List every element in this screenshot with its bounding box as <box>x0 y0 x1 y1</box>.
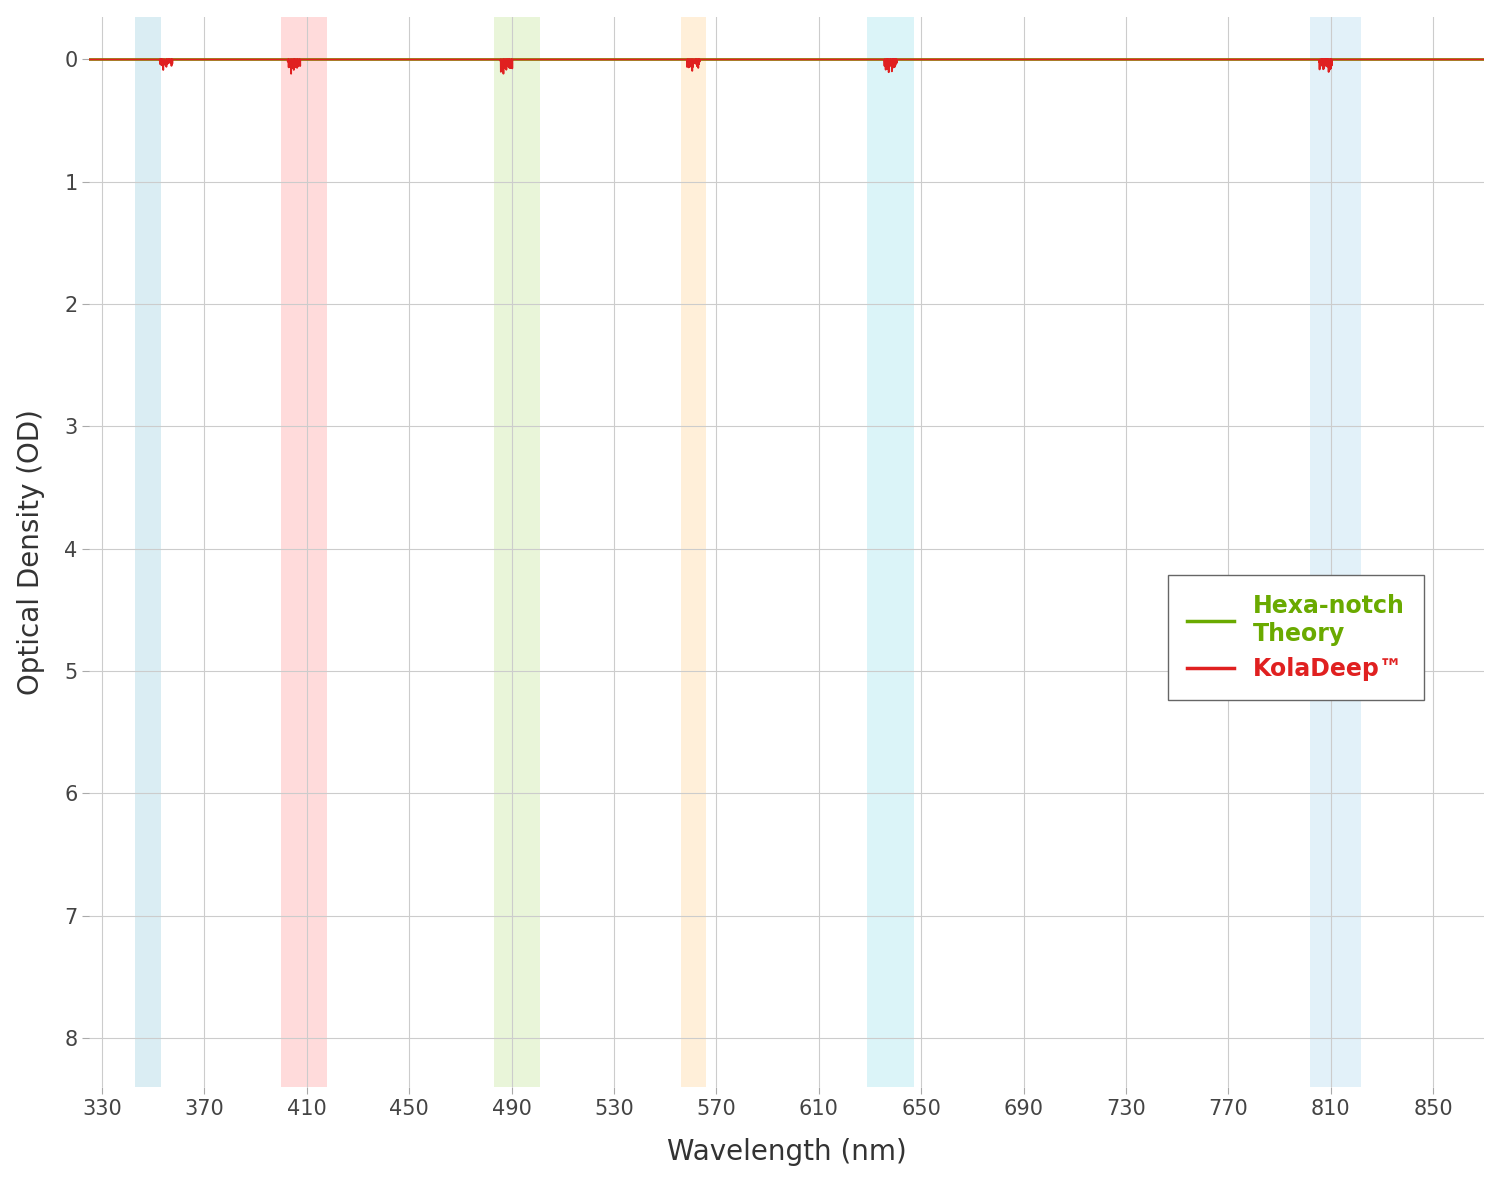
Bar <box>680 17 705 1087</box>
Legend: Hexa-notch
Theory, KolaDeep™: Hexa-notch Theory, KolaDeep™ <box>1168 575 1424 700</box>
Bar <box>1310 17 1361 1087</box>
Bar <box>494 17 540 1087</box>
Y-axis label: Optical Density (OD): Optical Density (OD) <box>17 409 45 694</box>
Bar <box>135 17 161 1087</box>
Bar <box>868 17 914 1087</box>
Bar <box>281 17 327 1087</box>
X-axis label: Wavelength (nm): Wavelength (nm) <box>666 1138 907 1166</box>
